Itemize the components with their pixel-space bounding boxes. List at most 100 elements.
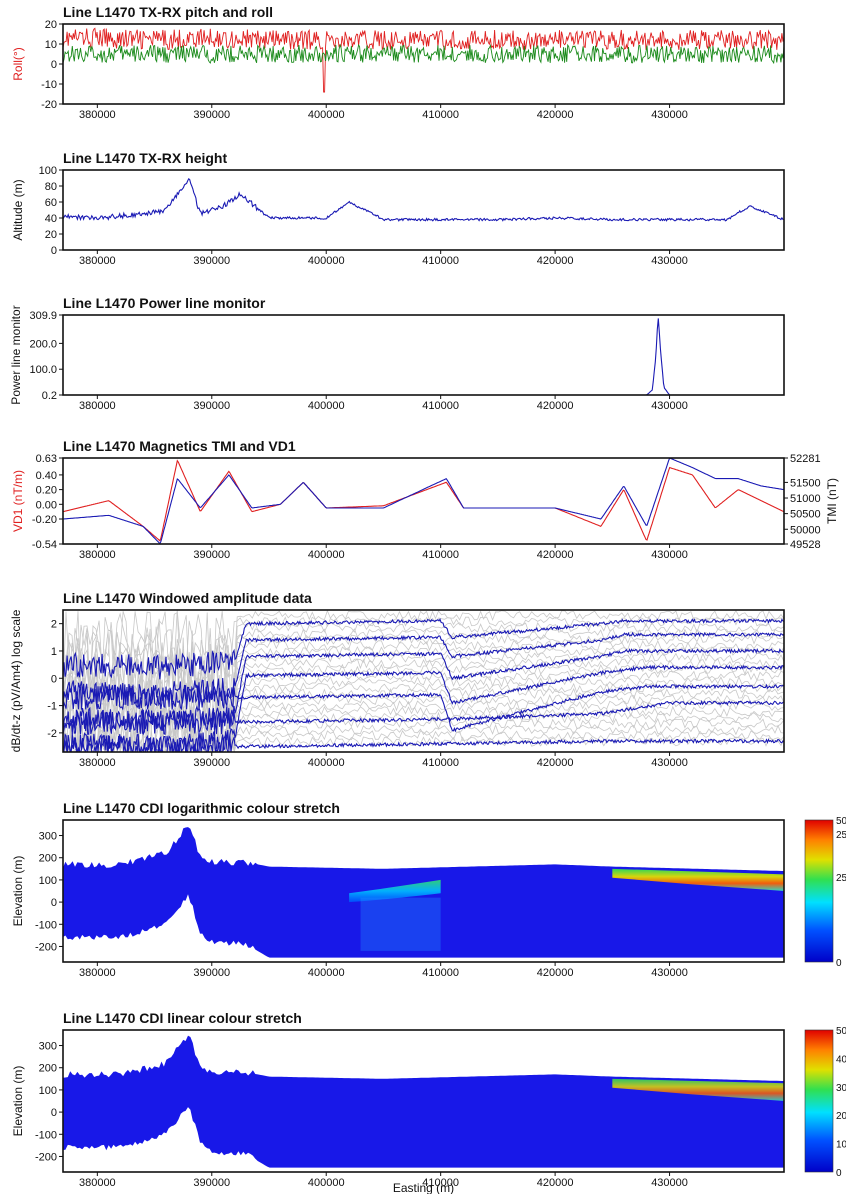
plot-area xyxy=(63,458,784,544)
y-tick-label: 300 xyxy=(39,1041,57,1053)
x-tick-label: 400000 xyxy=(308,1177,345,1189)
y-tick-label: 0 xyxy=(51,245,57,257)
y-tick-label: -200 xyxy=(35,1151,57,1163)
colorbar-label: 0 xyxy=(836,958,842,969)
x-tick-label: 400000 xyxy=(308,400,345,412)
plot-area xyxy=(63,1035,784,1168)
y-tick-label: 200.0 xyxy=(29,338,57,350)
plot-frame xyxy=(62,1029,785,1173)
y-tick-label: -200 xyxy=(35,941,57,953)
x-tick-label: 390000 xyxy=(193,400,230,412)
y-tick-label: 200 xyxy=(39,1063,57,1075)
gray-decay-line xyxy=(63,689,784,752)
y2-tick-label: 50500 xyxy=(790,509,821,521)
y-tick-label: 0 xyxy=(51,897,57,909)
chart-power-line: Line L1470 Power line monitor 380000 39000… xyxy=(9,295,785,412)
y-tick-label: 1 xyxy=(51,646,57,658)
y2-tick-label: 51500 xyxy=(790,477,821,489)
gray-decay-line xyxy=(63,677,784,752)
colorbar-label: 50 xyxy=(836,1026,846,1037)
colorbar-label: 40 xyxy=(836,1054,846,1065)
colorbar-label: 0 xyxy=(836,1168,842,1179)
x-tick-label: 400000 xyxy=(308,757,345,769)
conductive-anomaly xyxy=(612,868,784,891)
x-tick-label: 410000 xyxy=(422,967,459,979)
y-tick-label: -10 xyxy=(41,79,57,91)
gray-decay-line xyxy=(63,731,784,752)
x-tick-label: 390000 xyxy=(193,109,230,121)
gray-decay-line xyxy=(63,713,784,752)
plot-area xyxy=(63,610,784,752)
chart-cdi-linear: Line L1470 CDI linear colour stretch 50 40… xyxy=(11,1010,846,1194)
series-line xyxy=(63,318,784,395)
plot-frame xyxy=(62,314,785,396)
chart-title: Line L1470 Power line monitor xyxy=(63,295,266,311)
colorbar xyxy=(804,1029,834,1173)
y-tick-label: 0.20 xyxy=(36,485,57,497)
gray-decay-line xyxy=(63,610,784,692)
chart-pitch-roll: Line L1470 TX-RX pitch and roll 380000 390… xyxy=(11,4,785,121)
x-tick-label: 380000 xyxy=(79,549,116,561)
colorbar-label: 10 xyxy=(836,1140,846,1151)
gray-decay-line xyxy=(63,708,784,752)
cdi-section xyxy=(63,1035,784,1168)
x-tick-label: 400000 xyxy=(308,967,345,979)
series-line xyxy=(63,43,784,65)
chart-title: Line L1470 CDI linear colour stretch xyxy=(63,1010,302,1026)
x-tick-label: 410000 xyxy=(422,255,459,267)
y-axis-label: Altitude (m) xyxy=(11,179,25,240)
x-tick-label: 420000 xyxy=(537,400,574,412)
y-tick-label: -0.54 xyxy=(32,539,57,551)
gray-decay-line xyxy=(63,624,784,710)
x-tick-label: 380000 xyxy=(79,757,116,769)
y-tick-label: 100 xyxy=(39,165,57,177)
chart-title: Line L1470 TX-RX height xyxy=(63,150,227,166)
x-tick-label: 430000 xyxy=(651,255,688,267)
y-tick-label: -100 xyxy=(35,919,57,931)
series-line xyxy=(63,458,784,544)
x-tick-label: 410000 xyxy=(422,109,459,121)
chart-windowed-amplitude: Line L1470 Windowed amplitude data 380000… xyxy=(9,590,785,769)
y-axis-label: dB/dt-z (pV/Am4) log scale xyxy=(9,609,23,752)
colorbar-label: 50 xyxy=(836,816,846,827)
x-tick-label: 390000 xyxy=(193,1177,230,1189)
series-line xyxy=(63,27,784,93)
y2-tick-label: 50000 xyxy=(790,524,821,536)
x-tick-label: 380000 xyxy=(79,109,116,121)
x-axis-label: Easting (m) xyxy=(393,1181,454,1194)
chart-title: Line L1470 TX-RX pitch and roll xyxy=(63,4,273,20)
y-tick-label: 309.9 xyxy=(29,310,57,322)
x-tick-label: 390000 xyxy=(193,757,230,769)
y-tick-label: 0 xyxy=(51,673,57,685)
x-tick-label: 420000 xyxy=(537,109,574,121)
y2-axis-label: TMI (nT) xyxy=(825,478,839,524)
y-tick-label: 0.00 xyxy=(36,499,57,511)
chart-height: Line L1470 TX-RX height 380000 390000 40000… xyxy=(11,150,785,267)
plot-frame xyxy=(62,457,785,545)
x-tick-label: 420000 xyxy=(537,549,574,561)
series-line xyxy=(63,647,784,736)
y2-tick-label: 51000 xyxy=(790,493,821,505)
y-tick-label: 20 xyxy=(45,19,57,31)
y-tick-label: 0.63 xyxy=(36,453,57,465)
plot-area xyxy=(63,177,784,222)
y-tick-label: 2 xyxy=(51,619,57,631)
conductive-anomaly xyxy=(612,1078,784,1101)
y-tick-label: 100 xyxy=(39,875,57,887)
plot-frame xyxy=(62,169,785,251)
y-tick-label: -1 xyxy=(47,701,57,713)
x-tick-label: 430000 xyxy=(651,757,688,769)
series-line xyxy=(63,664,784,752)
series-line xyxy=(63,177,784,222)
chart-magnetics: Line L1470 Magnetics TMI and VD1 380000 39… xyxy=(11,438,839,561)
y-axis-label: Elevation (m) xyxy=(11,856,25,927)
chart-cdi-log: Line L1470 CDI logarithmic colour stretc… xyxy=(11,800,846,979)
colorbar-label: 25 xyxy=(836,830,846,841)
x-tick-label: 400000 xyxy=(308,549,345,561)
x-tick-label: 390000 xyxy=(193,255,230,267)
colorbar xyxy=(804,819,834,963)
y-tick-label: -100 xyxy=(35,1129,57,1141)
y-tick-label: 0.40 xyxy=(36,470,57,482)
x-tick-label: 420000 xyxy=(537,967,574,979)
y-tick-label: 0 xyxy=(51,1107,57,1119)
